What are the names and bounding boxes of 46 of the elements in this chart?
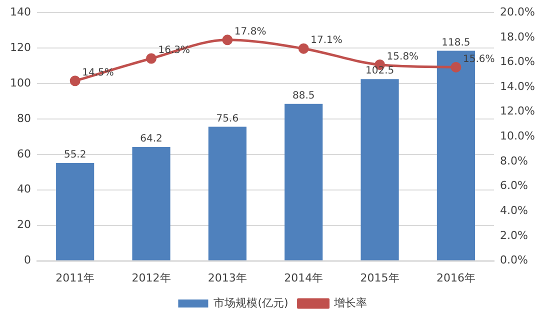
y2-tick-label: 6.0% [500,179,528,192]
y-tick-label: 120 [10,40,31,54]
y-tick-label: 140 [10,5,31,18]
y2-tick-label: 8.0% [500,154,528,168]
legend-label: 市场规模(亿元) [214,296,288,310]
data-label: 55.2 [64,150,86,161]
y2-tick-label: 4.0% [500,204,528,218]
point [298,43,309,54]
data-label: 15.8% [386,51,419,62]
y-tick-label: 60 [16,147,31,160]
point [450,62,462,72]
data-label: 75.6 [216,113,239,124]
x-tick-label: 2011年 [56,271,95,284]
point [146,53,157,64]
data-label: 17.1% [310,35,342,46]
bar [132,146,170,260]
y2-tick-label: 18.0% [500,30,536,44]
y2-tick-label: 16.0% [500,55,536,68]
y2-tick-label: 0.0% [500,254,528,267]
data-label: 102.5 [365,66,394,77]
point [70,76,80,86]
y2-tick-label: 12.0% [500,104,536,118]
data-label: 88.5 [292,90,315,102]
x-tick-label: 2015年 [360,271,400,284]
y2-tick-label: 10.0% [500,130,536,143]
y-tick-label: 40 [16,182,31,196]
y-tick-label: 80 [16,112,31,125]
bar [208,126,246,260]
bar [284,104,323,260]
point [222,34,233,46]
y-tick-label: 100 [10,76,31,90]
y-tick-label: 0 [24,254,31,267]
bar [360,79,399,260]
y2-tick-label: 14.0% [500,80,536,93]
x-tick-label: 2013年 [208,271,247,284]
x-tick-label: 2014年 [284,271,324,284]
x-tick-label: 2012年 [132,271,171,284]
data-label: 17.8% [234,26,266,38]
data-label: 118.5 [442,37,470,48]
y-tick-label: 20 [16,218,31,232]
y2-tick-label: 2.0% [500,228,528,242]
data-label: 64.2 [140,134,162,145]
x-tick-label: 2016年 [436,271,476,284]
y2-tick-label: 20.0% [500,5,536,18]
legend-label: 增长率 [332,296,367,310]
bar [56,162,94,260]
